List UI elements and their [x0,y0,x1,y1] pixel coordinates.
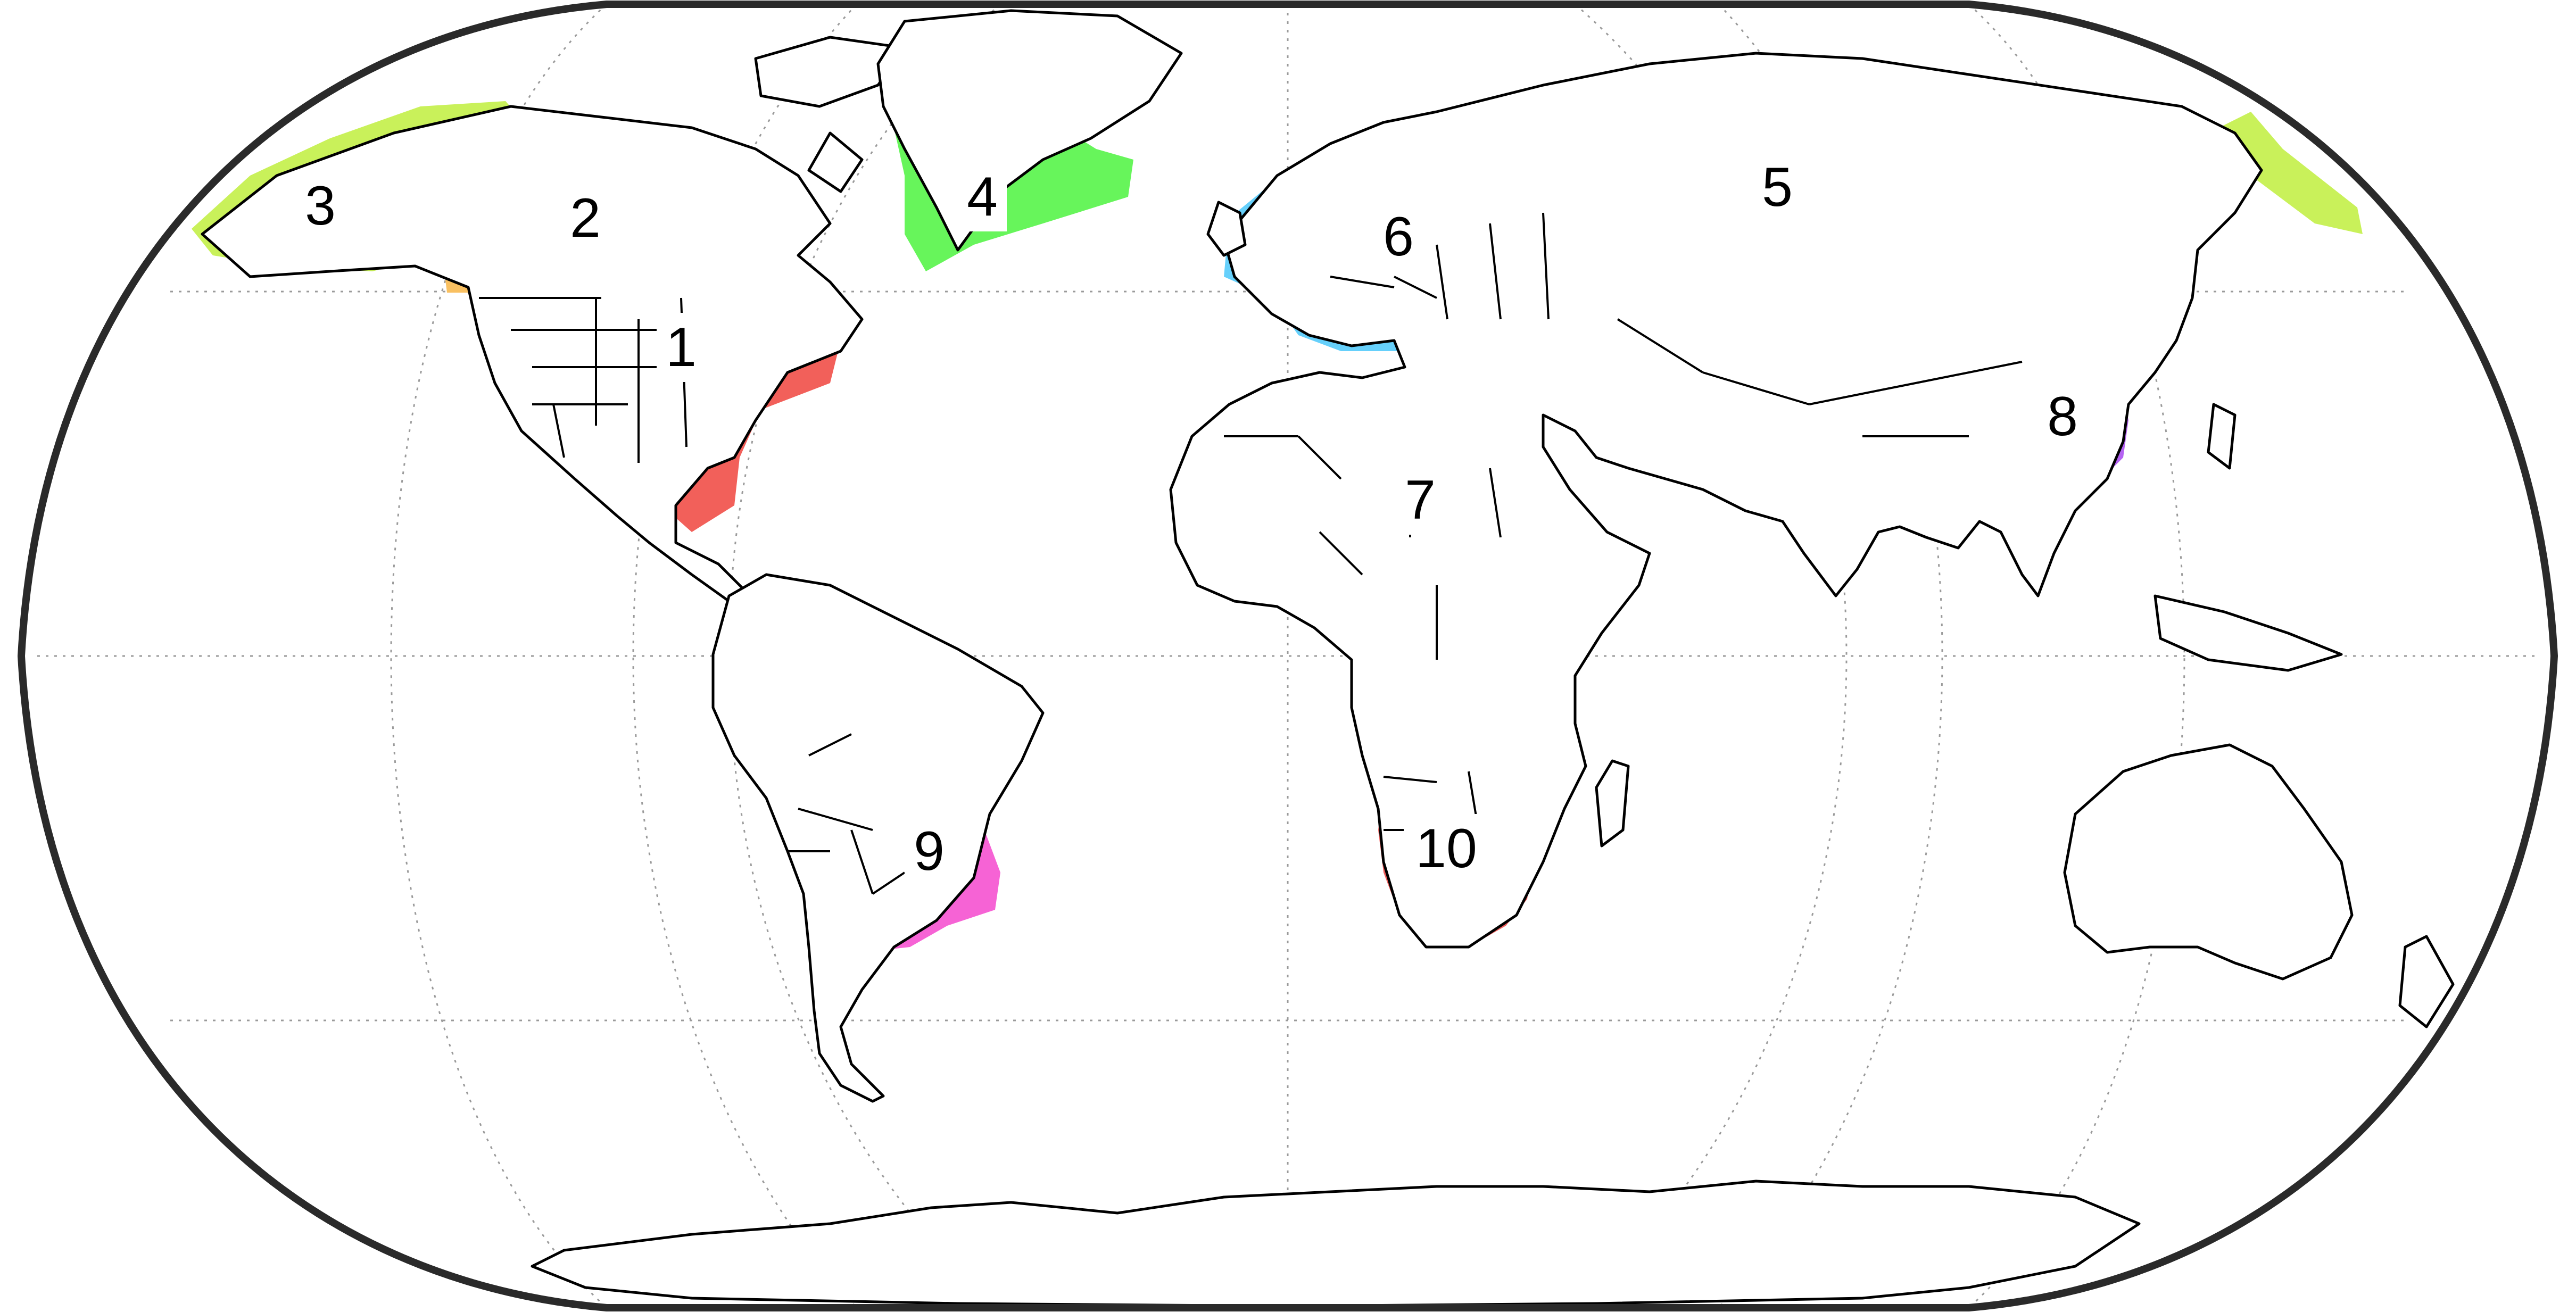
greenland-land [876,9,1183,252]
south-america-land [711,573,1045,1103]
coastlines [201,9,2455,1308]
region-4-label-box [958,162,1007,231]
region-5-label: 5 [1762,156,1793,218]
region-7-label: 7 [1405,469,1436,531]
australia-land [2063,743,2354,981]
region-3-label: 3 [305,175,336,237]
region-3-label-box [296,171,345,240]
region-6-label-box [1374,202,1423,271]
region-8-label: 8 [2047,386,2078,447]
region-9-label: 9 [914,820,945,882]
region-1-label-box [657,313,706,382]
north-america-land [201,105,864,603]
region-10-label: 10 [1415,818,1477,879]
region-2-label-box [561,184,610,253]
canada-arctic-islands [754,36,906,193]
region-9-label-box [905,817,954,886]
region-5-label-box [1753,153,1802,222]
map-outline [17,1,2558,1311]
region-8-label-box [2038,382,2087,451]
region-1-label: 1 [666,317,697,378]
region-6-label: 6 [1383,206,1414,268]
islands [1206,201,2455,1028]
eurasia-africa-land [1169,52,2263,949]
region-2-label: 2 [570,187,601,249]
region-labels: 1 2 3 4 5 6 7 8 9 10 [296,153,2087,886]
antarctica-land [531,1180,2141,1308]
region-4-label: 4 [967,166,998,228]
region-7-label-box [1396,466,1445,535]
region-10-label-box [1404,814,1489,883]
